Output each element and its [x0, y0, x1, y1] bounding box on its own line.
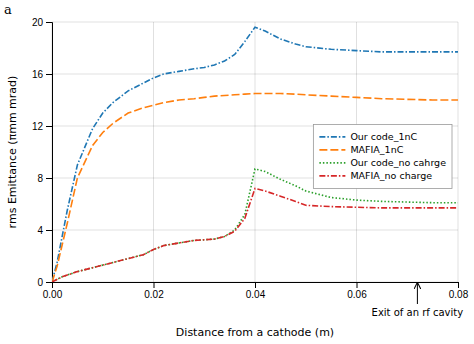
y-grid-line: [52, 230, 458, 231]
legend-label: MAFIA_no charge: [350, 170, 432, 181]
legend-swatch: [319, 149, 345, 151]
legend-swatch: [319, 162, 345, 164]
chart: 0.00 0.02 0.04 0.06 0.08 0 4 8 12 16 20 Exit of an …: [0, 0, 474, 344]
panel-label: a: [4, 2, 12, 17]
annotation-text: Exit of an rf cavity: [372, 307, 464, 318]
y-tick-label: 4: [37, 225, 43, 236]
y-grid-line: [52, 74, 458, 75]
grid: [52, 22, 458, 282]
y-tick: 16: [32, 69, 52, 80]
x-tick: 0.00: [43, 282, 63, 300]
legend-frame: [313, 124, 452, 188]
x-tick-label: 0.00: [43, 289, 63, 300]
x-tick: 0.08: [449, 282, 469, 300]
x-tick-label: 0.02: [144, 289, 164, 300]
legend-swatch: [319, 136, 345, 138]
x-tick: 0.02: [144, 282, 164, 300]
x-axis: 0.00 0.02 0.04 0.06 0.08: [43, 282, 469, 300]
y-tick: 0: [37, 277, 52, 288]
x-tick-label: 0.06: [347, 289, 367, 300]
x-tick: 0.06: [347, 282, 367, 300]
y-tick: 8: [37, 173, 52, 184]
plot: 0.00 0.02 0.04 0.06 0.08 0 4 8 12 16 20 Exit of an …: [32, 17, 469, 318]
y-tick: 4: [37, 225, 52, 236]
y-tick: 12: [32, 121, 52, 132]
series-line: [52, 94, 458, 283]
x-tick-label: 0.04: [246, 289, 266, 300]
x-tick-label: 0.08: [449, 289, 469, 300]
y-tick-label: 0: [37, 277, 43, 288]
y-tick-mark: [46, 230, 52, 231]
series-line: [52, 188, 458, 282]
y-tick-mark: [46, 178, 52, 179]
y-tick-mark: [46, 22, 52, 23]
x-grid-line: [255, 22, 256, 282]
y-tick-label: 8: [37, 173, 43, 184]
lines: [52, 27, 458, 282]
y-axis-title: rms Emittance (πmm mrad): [6, 76, 19, 229]
y-tick-mark: [46, 126, 52, 127]
x-grid-line: [458, 22, 459, 282]
y-tick-mark: [46, 74, 52, 75]
y-grid-line: [52, 22, 458, 23]
y-tick-label: 20: [32, 17, 44, 28]
y-axis-line: [46, 23, 53, 283]
x-tick-mark: [255, 282, 256, 288]
x-tick-mark: [357, 282, 358, 288]
x-axis-title: Distance from a cathode (m): [176, 326, 334, 339]
legend-label: Our code_no cahrge: [350, 157, 446, 168]
x-grid-line: [153, 22, 154, 282]
legend: Our code_1nC MAFIA_1nC Our code_no cahrge M…: [313, 124, 452, 188]
y-tick-label: 16: [32, 69, 44, 80]
y-tick: 20: [32, 17, 52, 28]
x-tick-mark: [154, 282, 155, 288]
x-tick: 0.04: [246, 282, 266, 300]
series-line: [52, 27, 458, 282]
legend-swatch: [319, 175, 345, 177]
legend-label: Our code_1nC: [350, 131, 417, 142]
x-axis-line: [53, 283, 459, 289]
legend-label: MAFIA_1nC: [350, 144, 403, 155]
y-tick-label: 12: [32, 121, 44, 132]
x-tick-mark: [458, 282, 459, 288]
annotation-arrow: [417, 283, 418, 304]
y-axis: 0 4 8 12 16 20: [32, 17, 53, 288]
y-tick-mark: [46, 282, 52, 283]
